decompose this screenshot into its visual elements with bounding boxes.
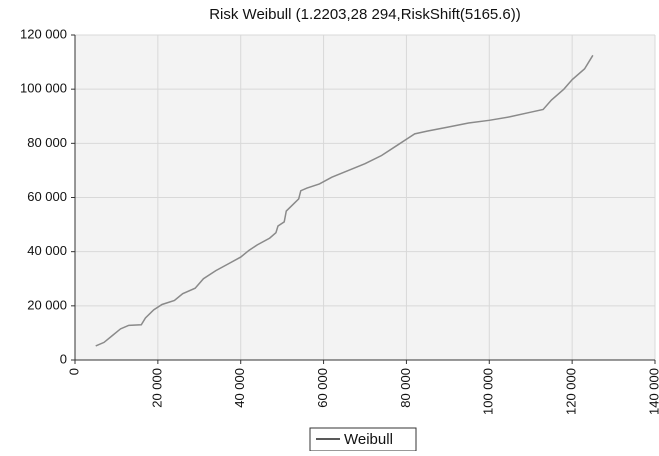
y-tick-label: 60 000: [27, 189, 67, 204]
x-tick-label: 40 000: [232, 368, 247, 408]
legend-label: Weibull: [344, 431, 393, 448]
x-tick-label: 20 000: [149, 368, 164, 408]
y-tick-label: 40 000: [27, 243, 67, 258]
y-tick-label: 80 000: [27, 135, 67, 150]
x-tick-label: 80 000: [398, 368, 413, 408]
y-tick-label: 100 000: [20, 81, 67, 96]
x-tick-label: 0: [66, 368, 81, 375]
data-line: [95, 54, 594, 347]
x-tick-label: 60 000: [315, 368, 330, 408]
x-tick-label: 100 000: [481, 368, 496, 415]
y-tick-label: 0: [60, 351, 67, 366]
chart-title: Risk Weibull (1.2203,28 294,RiskShift(51…: [209, 6, 521, 23]
x-tick-label: 140 000: [646, 368, 659, 415]
y-tick-label: 20 000: [27, 297, 67, 312]
x-tick-label: 120 000: [564, 368, 579, 415]
y-tick-label: 120 000: [20, 26, 67, 41]
